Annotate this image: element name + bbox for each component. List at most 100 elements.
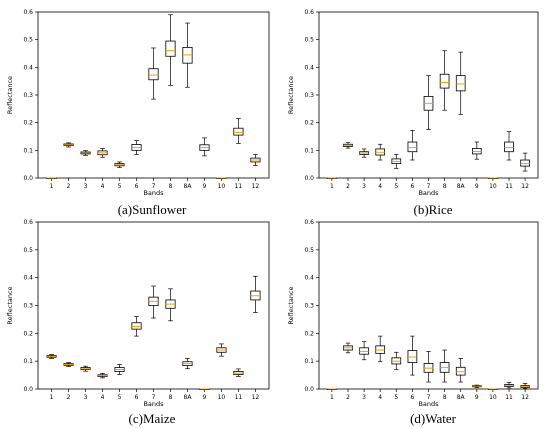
x-tick-label: 8	[443, 394, 447, 401]
x-tick-label: 10	[218, 394, 226, 401]
box-8A	[455, 51, 466, 115]
y-tick-label: 0.5	[23, 247, 33, 254]
y-tick-label: 0.1	[304, 358, 314, 365]
x-tick-label: 12	[521, 394, 529, 401]
box-8	[439, 50, 450, 111]
x-tick-label: 8	[169, 394, 173, 401]
y-tick-label: 0.3	[304, 303, 314, 310]
x-tick-label: 9	[475, 183, 479, 190]
box-11	[504, 131, 514, 161]
box-3	[359, 148, 369, 158]
x-tick-label: 2	[346, 394, 350, 401]
x-tick-label: 1	[330, 183, 334, 190]
y-tick-label: 0.3	[304, 92, 314, 99]
x-tick-label: 8A	[457, 183, 466, 190]
box-12	[520, 383, 530, 389]
x-tick-label: 10	[489, 183, 497, 190]
x-tick-label: 7	[427, 183, 431, 190]
y-tick-label: 0.5	[304, 37, 314, 44]
box-9	[471, 141, 482, 160]
y-tick-label: 0.0	[23, 175, 33, 182]
box-5	[391, 154, 402, 169]
box-7	[423, 75, 434, 130]
iqr-box	[148, 68, 159, 81]
box-8	[439, 349, 450, 383]
iqr-box	[455, 75, 466, 92]
box-3	[80, 365, 91, 372]
y-tick-label: 0.6	[304, 9, 314, 16]
x-tick-label: 2	[67, 183, 71, 190]
x-tick-label: 2	[346, 183, 350, 190]
x-tick-label: 5	[118, 394, 122, 401]
x-tick-label: 6	[410, 394, 414, 401]
panel-caption: (a)Sunflower	[118, 202, 187, 217]
box-8A	[182, 358, 193, 370]
x-tick-label: 3	[362, 183, 366, 190]
x-tick-label: 7	[152, 183, 156, 190]
box-3	[80, 150, 91, 156]
box-1	[46, 354, 57, 359]
x-tick-label: 2	[67, 394, 71, 401]
box-6	[407, 335, 418, 376]
x-axis-label: Bands	[418, 400, 439, 408]
y-tick-label: 0.0	[304, 386, 314, 393]
y-tick-label: 0.4	[304, 275, 314, 282]
y-tick-label: 0.6	[304, 219, 314, 226]
x-tick-label: 10	[489, 394, 497, 401]
box-9	[471, 384, 482, 388]
y-tick-label: 0.1	[304, 147, 314, 154]
x-tick-label: 8	[169, 183, 173, 190]
y-tick-label: 0.4	[23, 64, 33, 71]
x-tick-label: 6	[135, 394, 139, 401]
x-tick-label: 4	[378, 394, 382, 401]
x-axis-label: Bands	[418, 189, 439, 197]
x-tick-label: 9	[475, 394, 479, 401]
box-5	[114, 364, 125, 375]
box-1	[327, 388, 337, 391]
box-7	[148, 285, 159, 319]
y-tick-label: 0.5	[23, 37, 33, 44]
x-tick-label: 5	[394, 394, 398, 401]
box-4	[375, 143, 386, 161]
box-5	[114, 161, 125, 168]
y-tick-label: 0.5	[304, 247, 314, 254]
x-tick-label: 8A	[184, 394, 193, 401]
x-tick-label: 8A	[184, 183, 193, 190]
y-axis-label: Reflectance	[6, 286, 14, 324]
iqr-box	[455, 366, 466, 376]
box-8A	[182, 22, 193, 88]
chart-panel-4: 0.0 0.1 0.2 0.3 0.4 0.5 0.6 Reflectance 1 2 3 4 5 6 7 8…	[287, 219, 539, 426]
box-4	[375, 335, 386, 363]
x-tick-label: 1	[50, 394, 54, 401]
box-2	[63, 142, 74, 148]
box-11	[504, 381, 514, 389]
box-5	[391, 351, 402, 370]
x-tick-label: 11	[505, 394, 513, 401]
box-8	[165, 288, 176, 322]
x-tick-label: 4	[101, 183, 105, 190]
y-tick-label: 0.1	[23, 147, 33, 154]
y-tick-label: 0.2	[304, 330, 314, 337]
y-tick-label: 0.0	[304, 175, 314, 182]
x-tick-label: 4	[101, 394, 105, 401]
y-tick-label: 0.2	[23, 120, 33, 127]
iqr-box	[233, 127, 244, 136]
y-tick-label: 0.6	[23, 9, 33, 16]
x-tick-label: 6	[410, 183, 414, 190]
x-tick-label: 7	[427, 394, 431, 401]
y-axis-label: Reflectance	[287, 76, 295, 114]
box-8	[165, 14, 176, 86]
x-tick-label: 9	[203, 394, 207, 401]
x-tick-label: 3	[362, 394, 366, 401]
box-2	[343, 142, 353, 149]
y-axis-label: Reflectance	[287, 286, 295, 324]
iqr-box	[504, 141, 514, 153]
y-tick-label: 0.3	[23, 303, 33, 310]
x-tick-label: 11	[505, 183, 513, 190]
box-11	[233, 368, 244, 377]
box-4	[97, 373, 108, 379]
x-tick-label: 7	[152, 394, 156, 401]
